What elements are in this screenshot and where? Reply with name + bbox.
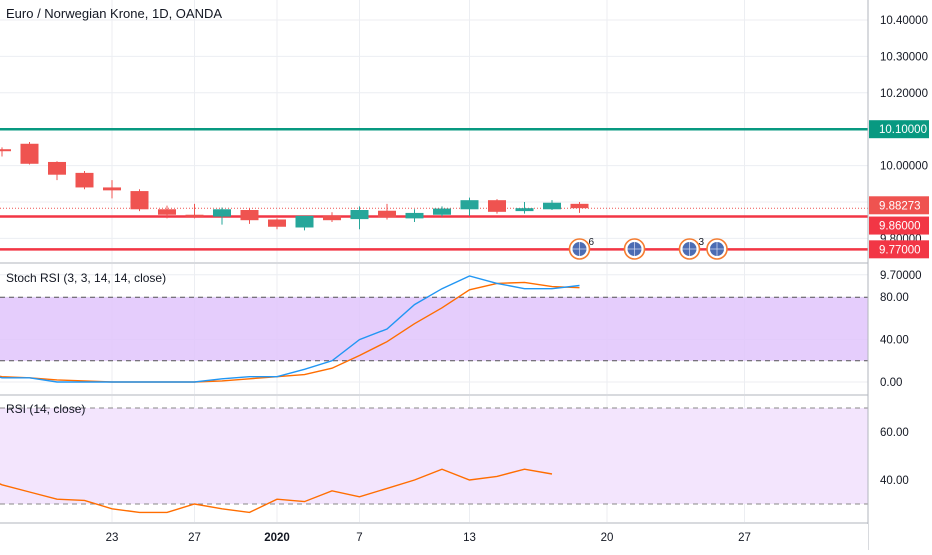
pane-separators: [0, 262, 932, 524]
axis-labels: 10.4000010.3000010.2000010.000009.900009…: [106, 15, 929, 544]
time-tick-label: 2020: [264, 532, 290, 544]
candle-up: [405, 209, 424, 223]
event-marker: 6: [568, 237, 595, 260]
price-level-label-bg: [869, 120, 929, 139]
price-tick-label: 10.40000: [880, 15, 928, 27]
stoch-rsi-band: [0, 297, 868, 361]
event-marker: [623, 238, 646, 260]
candle-down: [75, 171, 94, 190]
candles: [0, 141, 589, 231]
globe-icon-lines: [682, 242, 697, 256]
candle-body: [48, 161, 66, 175]
candle-body: [295, 215, 314, 228]
candle-down: [48, 161, 66, 181]
rsi-title: RSI (14, close): [6, 402, 85, 416]
event-marker: 3: [678, 237, 705, 260]
time-tick-label: 20: [601, 532, 614, 544]
time-tick-label: 13: [463, 532, 476, 544]
candle-body: [240, 210, 259, 221]
candle-body: [460, 200, 479, 210]
globe-icon-lines: [572, 242, 587, 256]
indicator-bands: [0, 296, 868, 505]
rsi-tick-label: 60.00: [880, 427, 909, 439]
price-level-label: 10.10000: [879, 124, 927, 136]
candle-down: [268, 218, 286, 230]
last-price-label: 9.88273: [879, 200, 921, 212]
event-marker: [706, 238, 728, 260]
candle-up: [543, 200, 561, 211]
rsi-band: [0, 408, 868, 504]
horizontal-levels: [0, 127, 868, 251]
candle-down: [103, 180, 121, 199]
candle-body: [405, 212, 424, 219]
candle-up: [350, 206, 369, 230]
candle-up: [515, 202, 534, 214]
stoch-rsi-k-line: [0, 275, 580, 383]
candle-body: [213, 209, 231, 217]
candle-down: [323, 212, 341, 223]
candle-body: [75, 172, 94, 188]
candle-body: [323, 215, 341, 221]
candle-down: [240, 208, 259, 224]
price-tick-label: 9.70000: [880, 270, 922, 282]
candle-body: [268, 219, 286, 227]
time-axis-background: [0, 524, 868, 550]
stoch-tick-label: 80.00: [880, 292, 909, 304]
price-level-label: 9.77000: [879, 244, 921, 256]
candle-down: [488, 199, 506, 214]
time-tick-label: 23: [106, 532, 119, 544]
candle-body: [0, 149, 11, 152]
price-tick-label: 10.30000: [880, 51, 928, 63]
candle-down: [185, 203, 204, 219]
indicator-lines: [0, 275, 580, 514]
symbol-title: Euro / Norwegian Krone, 1D, OANDA: [6, 6, 222, 21]
price-level-label-bg: [869, 216, 929, 235]
candle-body: [158, 209, 176, 215]
candle-body: [350, 210, 369, 220]
candle-body: [515, 208, 534, 212]
candle-up: [460, 197, 479, 216]
candle-body: [103, 187, 121, 191]
stoch-tick-label: 40.00: [880, 335, 909, 347]
globe-icon-lines: [627, 242, 642, 256]
price-level-label: 9.86000: [879, 221, 921, 233]
candle-down: [378, 203, 396, 220]
candle-body: [433, 208, 451, 215]
candle-up: [433, 206, 451, 217]
globe-icon-lines: [710, 242, 724, 256]
price-axis-background: [868, 0, 932, 550]
candle-up: [213, 207, 231, 225]
candle-body: [185, 214, 204, 217]
candle-body: [543, 202, 561, 210]
candle-body: [378, 210, 396, 218]
event-count: 6: [589, 237, 595, 248]
price-tick-label: 10.20000: [880, 88, 928, 100]
candle-body: [20, 143, 39, 164]
time-tick-label: 27: [188, 532, 201, 544]
event-count: 3: [699, 237, 705, 248]
stoch-rsi-title: Stoch RSI (3, 3, 14, 14, close): [6, 271, 166, 285]
time-tick-label: 27: [738, 532, 751, 544]
candle-body: [130, 191, 149, 210]
price-level-label-bg: [869, 240, 929, 259]
time-tick-label: 7: [356, 532, 362, 544]
rsi-line: [0, 468, 553, 514]
candle-body: [488, 200, 506, 212]
price-tick-label: 10.00000: [880, 161, 928, 173]
candle-down: [158, 205, 176, 219]
stoch-tick-label: 0.00: [880, 377, 902, 389]
candle-up: [295, 215, 314, 231]
last-price-label-bg: [869, 196, 929, 215]
candle-body: [570, 203, 589, 209]
candle-down: [0, 147, 11, 157]
candle-down: [20, 141, 39, 165]
candle-down: [130, 189, 149, 212]
candle-down: [570, 202, 589, 213]
rsi-tick-label: 40.00: [880, 475, 909, 487]
